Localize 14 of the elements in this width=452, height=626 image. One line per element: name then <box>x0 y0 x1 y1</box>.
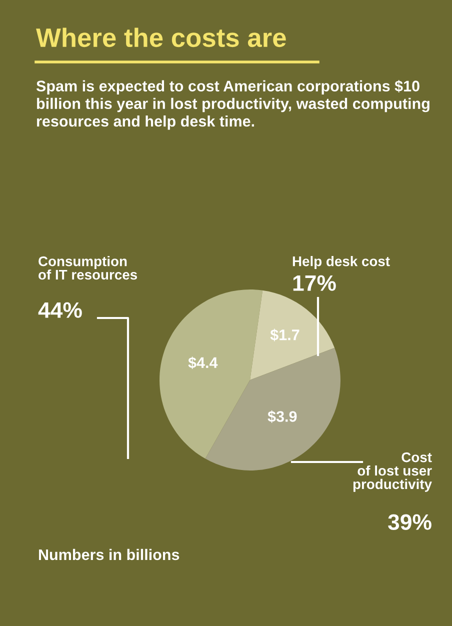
text: $1.7 <box>270 328 300 342</box>
pie-slice <box>250 290 335 380</box>
slice-label: Cost of lost user productivity <box>353 452 432 492</box>
slice-label: Help desk cost <box>292 256 390 269</box>
text: Numbers in billions <box>39 548 180 560</box>
data-label: 39% <box>388 514 432 530</box>
data-label: 17% <box>293 275 336 291</box>
text: $4.4 <box>188 356 218 370</box>
data-label: 44% <box>38 302 82 318</box>
text: $3.9 <box>268 410 297 423</box>
slice-label: Consumption of IT resources <box>38 256 137 280</box>
chart-subtitle: Spam is expected to cost American corporations $10 billion this year in lost productivity, wasted computing resources and help desk time. <box>36 80 430 130</box>
chart-title: Where the costs are <box>36 28 286 48</box>
pie-slice <box>160 290 263 459</box>
